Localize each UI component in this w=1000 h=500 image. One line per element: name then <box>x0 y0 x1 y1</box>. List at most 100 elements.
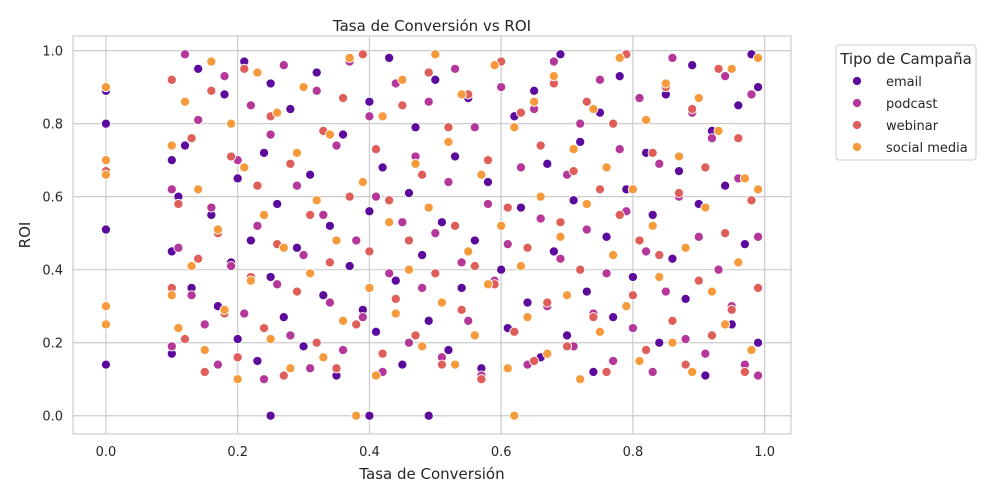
data-point <box>469 260 480 272</box>
data-point <box>647 147 658 158</box>
data-point <box>654 158 665 169</box>
data-point <box>193 63 204 74</box>
data-point <box>496 82 507 93</box>
data-point <box>548 56 559 67</box>
data-point <box>660 78 671 89</box>
data-point <box>166 140 177 151</box>
data-point <box>193 184 204 195</box>
data-point <box>166 74 177 85</box>
data-point <box>482 177 494 188</box>
data-point <box>285 103 296 115</box>
data-point <box>753 370 764 381</box>
data-point <box>436 359 447 370</box>
y-tick-label: 0.2 <box>42 337 63 352</box>
data-point <box>673 166 685 177</box>
data-point <box>733 100 744 111</box>
data-point <box>700 162 711 173</box>
data-point <box>542 348 553 359</box>
data-point <box>726 304 737 315</box>
data-point <box>232 334 243 345</box>
data-point <box>515 107 526 118</box>
data-point <box>364 96 375 107</box>
data-point <box>226 151 237 162</box>
data-point <box>364 246 375 257</box>
series-social-media <box>100 49 764 421</box>
data-point <box>344 260 355 272</box>
data-point <box>443 344 454 356</box>
data-point <box>324 297 335 308</box>
legend-marker <box>851 75 863 87</box>
data-point <box>739 173 750 184</box>
data-point <box>318 290 329 301</box>
data-point <box>212 224 223 235</box>
data-point <box>753 184 764 195</box>
data-point <box>331 235 342 246</box>
data-point <box>476 374 487 385</box>
data-point <box>733 257 744 268</box>
data-point <box>680 359 691 370</box>
chart-title: Tasa de Conversión vs ROI <box>332 17 531 35</box>
data-point <box>199 344 210 356</box>
data-point <box>641 344 652 356</box>
data-point <box>535 191 546 202</box>
data-point <box>581 286 592 297</box>
y-tick-label: 0.0 <box>42 410 63 425</box>
data-point <box>226 118 237 129</box>
data-point <box>377 348 388 359</box>
data-point <box>357 49 368 60</box>
data-point <box>258 147 270 158</box>
data-point <box>496 264 507 275</box>
y-tick-label: 0.6 <box>42 191 63 206</box>
data-point <box>338 344 349 356</box>
legend-label: email <box>886 75 922 90</box>
data-point <box>667 52 678 63</box>
data-point <box>285 330 296 341</box>
data-point <box>364 410 375 421</box>
data-point <box>219 71 230 82</box>
data-point <box>338 315 349 326</box>
data-point <box>232 374 243 385</box>
legend-marker <box>851 119 863 131</box>
data-point <box>252 180 263 191</box>
data-point <box>278 312 289 323</box>
data-point <box>456 304 467 315</box>
x-tick-label: 0.0 <box>96 445 117 460</box>
data-point <box>654 250 665 261</box>
data-point <box>311 337 322 348</box>
data-point <box>166 341 177 352</box>
data-point <box>219 304 230 315</box>
data-point <box>430 268 441 279</box>
data-point <box>469 122 480 133</box>
plot-frame <box>72 35 792 435</box>
x-tick-label: 0.2 <box>227 445 248 460</box>
data-point <box>179 49 191 60</box>
data-point <box>529 96 540 107</box>
data-point <box>693 93 704 104</box>
y-tick-labels: 0.0 0.2 0.4 0.6 0.8 1.0 <box>42 45 63 425</box>
data-point <box>608 312 619 323</box>
x-tick-label: 0.4 <box>359 445 380 460</box>
data-point <box>338 129 349 140</box>
legend-marker <box>851 141 863 153</box>
data-point <box>311 195 322 206</box>
data-point <box>193 114 204 126</box>
data-point <box>370 191 382 202</box>
data-point <box>272 279 283 290</box>
data-point <box>258 323 270 334</box>
data-point <box>100 118 111 129</box>
data-point <box>166 155 177 166</box>
data-point <box>370 144 382 155</box>
data-point <box>252 220 263 231</box>
data-point <box>667 337 678 348</box>
data-point <box>278 242 289 253</box>
data-point <box>239 63 250 74</box>
data-point <box>720 319 731 330</box>
data-point <box>410 158 421 169</box>
data-point <box>568 144 579 155</box>
data-point <box>318 209 329 220</box>
x-tick-label: 0.6 <box>491 445 512 460</box>
data-point <box>667 315 678 326</box>
data-point <box>226 260 237 272</box>
data-point <box>100 169 111 180</box>
